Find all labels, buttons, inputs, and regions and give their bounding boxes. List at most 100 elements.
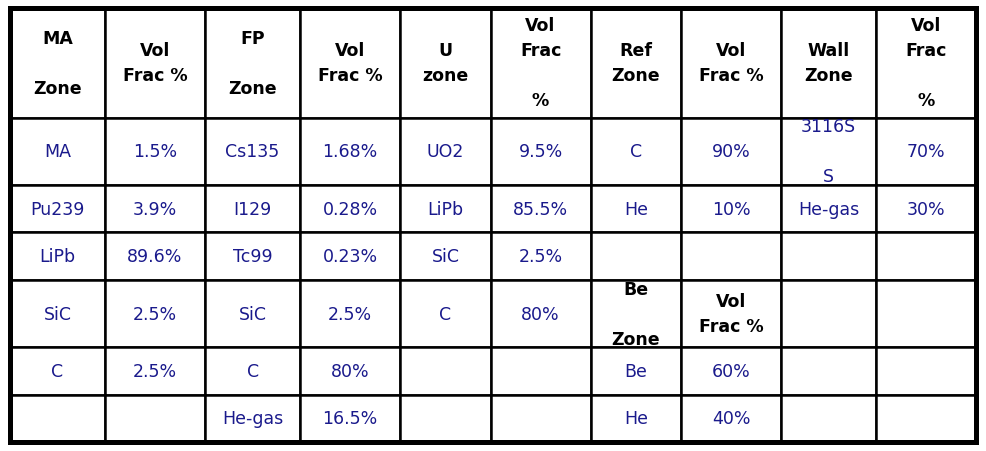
Bar (781, 233, 877, 280)
Text: 90%: 90% (712, 143, 750, 161)
Bar (205, 347, 300, 395)
Text: Vol
Frac %: Vol Frac % (699, 42, 763, 85)
Text: 30%: 30% (907, 200, 946, 218)
Bar (781, 395, 877, 442)
Text: SiC: SiC (43, 305, 71, 323)
Text: 0.28%: 0.28% (322, 200, 378, 218)
Bar (205, 233, 300, 280)
Bar (10, 119, 106, 186)
Bar (877, 395, 976, 442)
Text: 40%: 40% (712, 410, 750, 427)
Bar (205, 395, 300, 442)
Text: LiPb: LiPb (427, 200, 463, 218)
Text: LiPb: LiPb (39, 248, 76, 266)
Text: 10%: 10% (712, 200, 750, 218)
Bar (781, 186, 877, 233)
Text: 1.68%: 1.68% (322, 143, 378, 161)
Text: C: C (440, 305, 452, 323)
Text: 2.5%: 2.5% (133, 305, 177, 323)
Bar (106, 280, 205, 347)
Text: Cs135: Cs135 (226, 143, 280, 161)
Bar (877, 119, 976, 186)
Bar (400, 186, 491, 233)
Bar (681, 233, 781, 280)
Bar (205, 280, 300, 347)
Text: Vol
Frac %: Vol Frac % (699, 292, 763, 335)
Text: 9.5%: 9.5% (519, 143, 563, 161)
Bar (681, 119, 781, 186)
Bar (400, 119, 491, 186)
Bar (300, 186, 400, 233)
Text: 0.23%: 0.23% (322, 248, 378, 266)
Text: He-gas: He-gas (798, 200, 859, 218)
Bar (300, 9, 400, 119)
Text: UO2: UO2 (427, 143, 464, 161)
Text: He: He (624, 200, 648, 218)
Bar (491, 280, 591, 347)
Bar (681, 395, 781, 442)
Bar (781, 280, 877, 347)
Bar (591, 186, 681, 233)
Text: Vol
Frac %: Vol Frac % (317, 42, 383, 85)
Bar (591, 233, 681, 280)
Text: Vol
Frac %: Vol Frac % (122, 42, 187, 85)
Bar (491, 119, 591, 186)
Text: 60%: 60% (712, 362, 750, 380)
Bar (781, 347, 877, 395)
Bar (491, 233, 591, 280)
Bar (10, 395, 106, 442)
Text: He: He (624, 410, 648, 427)
Bar (681, 347, 781, 395)
Text: 3.9%: 3.9% (133, 200, 177, 218)
Bar (400, 233, 491, 280)
Text: Wall
Zone: Wall Zone (805, 42, 853, 85)
Bar (10, 9, 106, 119)
Bar (106, 395, 205, 442)
Text: 2.5%: 2.5% (519, 248, 563, 266)
Bar (877, 9, 976, 119)
Bar (205, 119, 300, 186)
Bar (10, 280, 106, 347)
Bar (400, 280, 491, 347)
Bar (300, 233, 400, 280)
Bar (877, 233, 976, 280)
Text: Be

Zone: Be Zone (611, 280, 660, 348)
Bar (591, 347, 681, 395)
Bar (491, 186, 591, 233)
Text: C: C (51, 362, 63, 380)
Bar (781, 9, 877, 119)
Text: FP

Zone: FP Zone (229, 30, 277, 98)
Text: MA: MA (44, 143, 71, 161)
Bar (205, 186, 300, 233)
Text: He-gas: He-gas (222, 410, 283, 427)
Text: 85.5%: 85.5% (513, 200, 568, 218)
Bar (400, 395, 491, 442)
Text: C: C (246, 362, 258, 380)
Bar (300, 119, 400, 186)
Text: 2.5%: 2.5% (133, 362, 177, 380)
Bar (205, 9, 300, 119)
Bar (10, 233, 106, 280)
Text: 1.5%: 1.5% (133, 143, 177, 161)
Text: Vol
Frac

%: Vol Frac % (520, 18, 561, 110)
Text: U
zone: U zone (422, 42, 468, 85)
Bar (491, 347, 591, 395)
Bar (106, 9, 205, 119)
Bar (491, 395, 591, 442)
Text: C: C (630, 143, 642, 161)
Text: I129: I129 (234, 200, 272, 218)
Text: 3116S

S: 3116S S (801, 118, 856, 186)
Text: 16.5%: 16.5% (322, 410, 378, 427)
Text: 80%: 80% (522, 305, 560, 323)
Bar (106, 233, 205, 280)
Bar (300, 347, 400, 395)
Text: MA

Zone: MA Zone (34, 30, 82, 98)
Bar (10, 186, 106, 233)
Text: 89.6%: 89.6% (127, 248, 182, 266)
Text: Vol
Frac

%: Vol Frac % (905, 18, 947, 110)
Bar (400, 347, 491, 395)
Text: 80%: 80% (331, 362, 370, 380)
Text: Ref
Zone: Ref Zone (611, 42, 660, 85)
Bar (300, 395, 400, 442)
Bar (877, 186, 976, 233)
